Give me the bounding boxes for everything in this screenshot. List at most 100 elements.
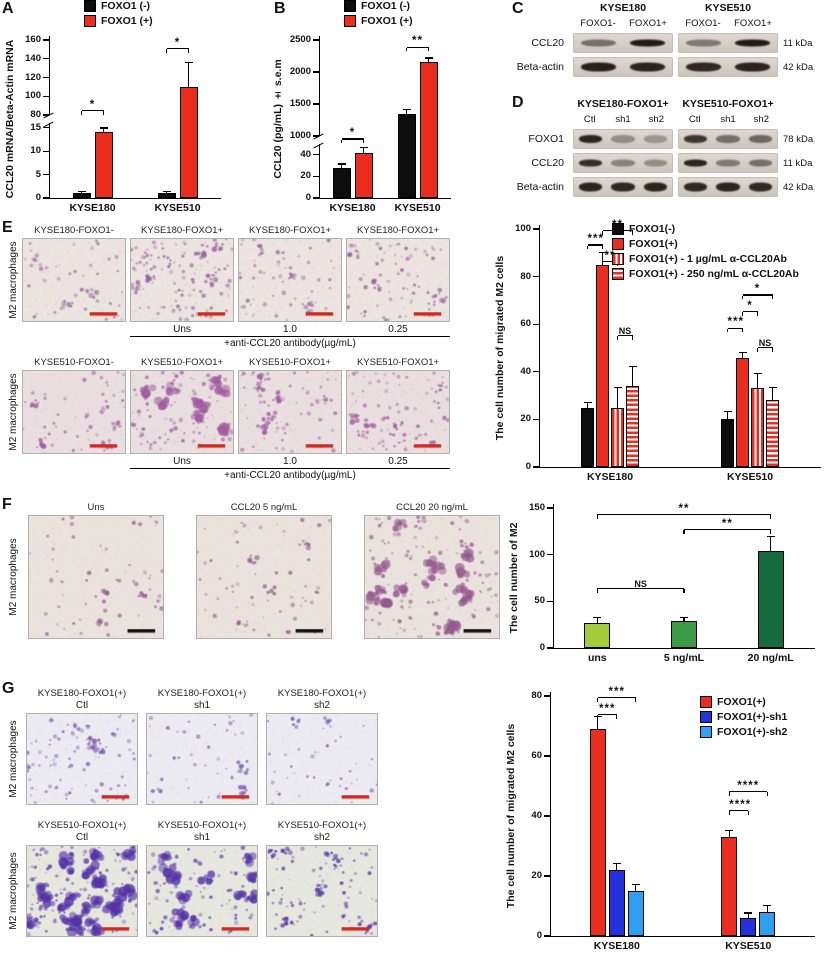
micrograph <box>22 370 126 454</box>
protein-band <box>716 135 740 143</box>
bar <box>596 264 609 467</box>
y-axis <box>48 123 50 198</box>
error-bar-cap <box>725 829 734 831</box>
sig-bracket-end <box>80 111 83 115</box>
blot-strip <box>678 33 778 53</box>
category-label: KYSE180 <box>69 202 116 214</box>
lane-labels: Ctl sh1 sh2 <box>678 114 778 125</box>
m2-macrophages-label: M2 macrophages <box>8 373 19 451</box>
protein-band <box>578 159 603 167</box>
error-bar <box>340 164 343 168</box>
protein-band <box>578 135 603 143</box>
error-bar-cap <box>628 365 637 368</box>
tick-label: 0 <box>305 192 311 203</box>
dose-label: 1.0 <box>283 324 297 335</box>
sig-bracket-end <box>635 698 637 702</box>
category-label: 5 ng/mL <box>663 652 705 664</box>
tick-label: 40 <box>520 365 531 377</box>
lane-label: sh2 <box>648 114 664 125</box>
micrograph <box>364 515 500 639</box>
lane-label: FOXO1- <box>580 18 616 29</box>
bar <box>751 388 764 467</box>
kda-label: 42 kDa <box>783 181 814 193</box>
bar <box>721 837 738 936</box>
sig-label: **** <box>729 798 752 811</box>
protein-band <box>683 135 708 143</box>
error-bar <box>756 374 759 389</box>
error-bar-cap <box>766 535 775 537</box>
protein-band <box>629 39 666 47</box>
error-bar-cap <box>613 387 622 389</box>
micrograph <box>130 238 234 322</box>
tick <box>313 135 319 137</box>
micrograph-image <box>131 239 233 321</box>
sig-label: ** <box>412 35 423 48</box>
legend-label: FOXO1(+) - 250 ng/mL α-CCL20Ab <box>629 268 799 280</box>
protein-band <box>716 159 740 167</box>
tick-label: 2500 <box>289 34 311 45</box>
lane-label: sh2 <box>753 114 769 125</box>
micrograph-title: KYSE510-FOXO1- <box>34 357 114 368</box>
x-axis <box>552 647 815 649</box>
sig-bracket-end <box>165 49 168 53</box>
protein-band <box>580 39 617 47</box>
sig-bracket <box>166 48 189 50</box>
protein-band <box>683 159 708 167</box>
tick-label: 20 <box>300 170 311 182</box>
sig-bracket <box>729 810 749 812</box>
sig-bracket-end <box>631 231 634 235</box>
error-bar-cap <box>763 904 772 906</box>
kda-label: 11 kDa <box>783 157 813 169</box>
blot-strip <box>678 57 778 77</box>
tick-label: 0 <box>539 642 545 653</box>
error-bar <box>102 128 105 133</box>
sig-bracket-end <box>616 336 619 340</box>
y-axis-label: CCL20 (pg/mL) ± s.e.m <box>272 59 284 179</box>
legend-item: FOXO1(+) <box>612 238 799 250</box>
legend-label: FOXO1 (-) <box>101 0 150 12</box>
tick-label: 20 <box>531 870 542 881</box>
protein-band <box>748 135 773 143</box>
tick-label: 60 <box>531 750 542 761</box>
sig-bracket-end <box>726 328 729 333</box>
tick <box>533 371 539 373</box>
micrograph-title: KYSE180-FOXO1- <box>34 225 114 236</box>
tick <box>43 127 49 129</box>
panel-f-chart: The cell number of M2 0 50 100 150 NS ** ** uns 5… <box>508 500 820 670</box>
panel-g: G M2 macrophages KYSE180-FOXO1(+) KYSE180-… <box>0 680 824 966</box>
tick <box>547 600 553 602</box>
blot-strip <box>573 33 673 53</box>
sig-bracket <box>684 529 771 531</box>
western-blot: KYSE180-FOXO1+ KYSE510-FOXO1+ Ctl sh1 sh2 Ctl… <box>516 98 821 197</box>
category-label: KYSE510 <box>154 202 201 214</box>
blot-strip <box>573 153 673 173</box>
micrograph-title: CCL20 20 ng/mL <box>396 502 468 513</box>
error-bar-cap <box>583 401 592 403</box>
micrograph-subtitle: sh1 <box>193 832 211 843</box>
error-bar <box>766 906 768 912</box>
sig-bracket-end <box>741 328 744 333</box>
tick-label: 80 <box>520 270 531 282</box>
sig-bracket-end <box>766 792 768 796</box>
sig-bracket-end <box>427 47 430 52</box>
micrograph-subtitle: Ctl <box>75 832 89 843</box>
category-label: uns <box>587 652 607 664</box>
chart-legend: FOXO1 (-) FOXO1 (+) <box>84 0 153 30</box>
panel-e-label: E <box>2 219 13 236</box>
panel-b-chart: CCL20 (pg/mL) ± s.e.m 0 20 40 1000 1500 2000 25… <box>272 34 456 216</box>
tick-label: 2000 <box>289 66 311 77</box>
bar <box>589 729 606 936</box>
tick-label: 60 <box>520 318 531 330</box>
tick-label: 140 <box>25 52 41 64</box>
tick <box>43 76 49 79</box>
panel-e: E M2 macrophages KYSE180-FOXO1- KYSE180-FO… <box>0 219 824 492</box>
panel-f: F M2 macrophages Uns CCL20 5 ng/mL CCL20 20… <box>0 492 824 680</box>
panel-a-chart: CCL20 mRNA/Beta-Actin mRNA 0 5 10 15 80 100 120… <box>4 34 232 216</box>
chart-plot: 0 50 100 150 NS ** ** <box>529 502 815 653</box>
dose-label: 0.25 <box>388 324 408 335</box>
micrograph-title: KYSE180-FOXO1(+) <box>37 688 127 699</box>
protein-band <box>734 62 771 72</box>
sig-bracket <box>729 790 768 792</box>
legend-swatch <box>612 223 624 235</box>
